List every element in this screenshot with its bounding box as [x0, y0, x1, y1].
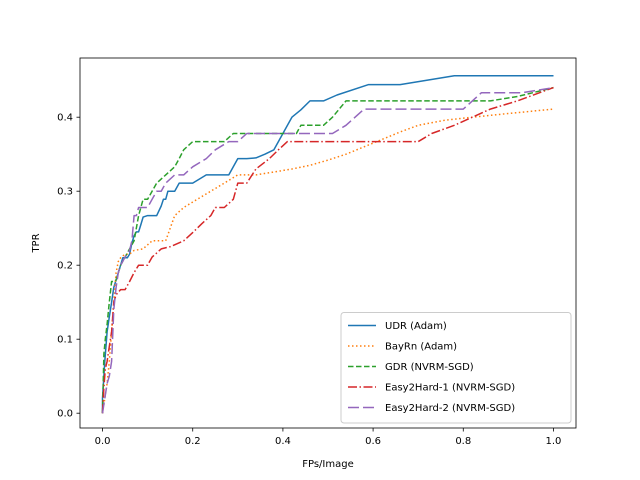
x-tick-label: 0.2	[185, 436, 201, 447]
legend-label: Easy2Hard-2 (NVRM-SGD)	[385, 403, 515, 414]
series-line-3	[101, 86, 554, 414]
x-tick-label: 0.0	[95, 436, 111, 447]
y-axis: 0.0 0.1 0.2 0.3 0.4	[57, 113, 80, 420]
x-tick-label: 1.0	[546, 436, 562, 447]
y-axis-title: TPR	[31, 233, 42, 253]
y-tick-label: 0.4	[57, 113, 73, 124]
y-tick-label: 0.3	[57, 187, 73, 198]
legend-label: BayRn (Adam)	[385, 342, 457, 353]
y-tick-label: 0.2	[57, 261, 73, 272]
legend: UDR (Adam) BayRn (Adam) GDR (NVRM-SGD) Easy…	[340, 312, 572, 424]
x-tick-label: 0.4	[275, 436, 291, 447]
x-axis: 0.0 0.2 0.4 0.6 0.8 1.0	[95, 428, 562, 447]
y-tick-label: 0.0	[57, 409, 73, 420]
legend-label: UDR (Adam)	[385, 321, 447, 332]
series-layer	[101, 75, 554, 414]
axes-frame	[79, 57, 577, 429]
x-tick-label: 0.6	[365, 436, 381, 447]
legend-box	[340, 312, 572, 424]
x-tick-label: 0.8	[455, 436, 471, 447]
legend-label: Easy2Hard-1 (NVRM-SGD)	[385, 383, 515, 394]
legend-label: GDR (NVRM-SGD)	[385, 362, 474, 373]
x-axis-title: FPs/Image	[302, 459, 354, 470]
series-line-5	[101, 86, 554, 414]
y-tick-label: 0.1	[57, 335, 73, 346]
